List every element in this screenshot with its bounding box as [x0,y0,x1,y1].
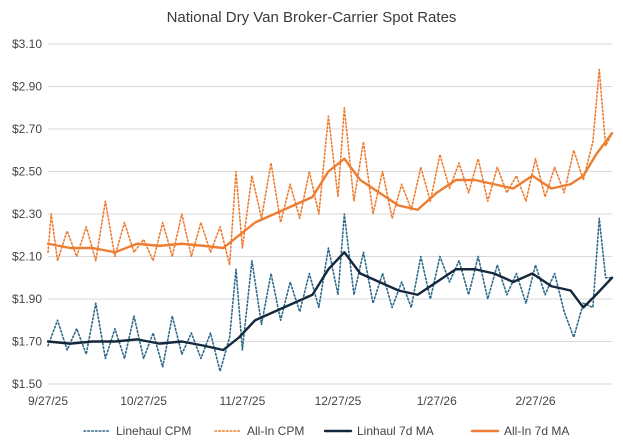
x-tick-label: 9/27/25 [28,394,68,408]
x-tick-label: 12/27/25 [315,394,362,408]
y-tick-label: $2.50 [12,165,42,179]
y-tick-label: $2.30 [12,207,42,221]
x-tick-label: 2/27/26 [516,394,556,408]
legend-label: All-In 7d MA [504,424,569,438]
y-tick-label: $2.70 [12,122,42,136]
legend-label: Linhaul 7d MA [357,424,434,438]
all-in-cpm-line [47,68,613,266]
y-tick-label: $1.70 [12,335,42,349]
chart-title: National Dry Van Broker-Carrier Spot Rat… [166,9,457,26]
x-tick-label: 11/27/25 [219,394,265,408]
y-tick-label: $1.90 [12,292,42,306]
y-tick-label: $1.50 [12,377,42,391]
linehaul-ma-line [46,251,614,352]
y-tick-label: $2.90 [12,80,42,94]
x-tick-label: 10/27/25 [120,394,167,408]
legend-label: All-In CPM [247,424,304,438]
all-in-ma-line [46,132,614,254]
linehaul-cpm-line [47,213,613,373]
x-tick-label: 1/27/26 [417,394,457,408]
y-tick-label: $2.10 [12,250,42,264]
y-tick-label: $3.10 [12,37,42,51]
legend-label: Linehaul CPM [116,424,191,438]
